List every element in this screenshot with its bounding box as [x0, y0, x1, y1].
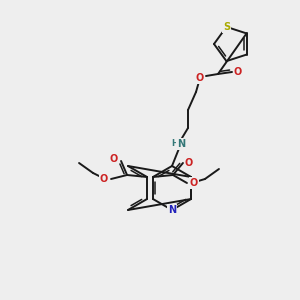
- Text: N: N: [168, 205, 176, 215]
- Text: O: O: [185, 158, 193, 168]
- Text: S: S: [223, 22, 230, 32]
- Text: N: N: [177, 139, 185, 149]
- Text: O: O: [100, 174, 108, 184]
- Text: H: H: [172, 140, 178, 148]
- Text: O: O: [234, 67, 242, 77]
- Text: O: O: [110, 154, 118, 164]
- Text: O: O: [196, 73, 204, 83]
- Text: O: O: [190, 178, 198, 188]
